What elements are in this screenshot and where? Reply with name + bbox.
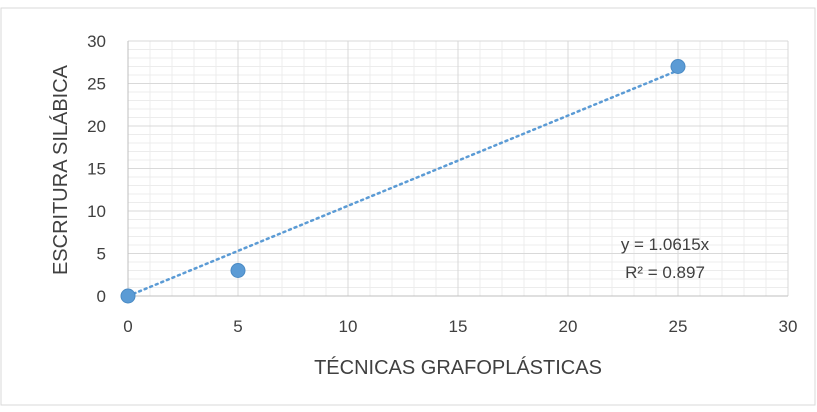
y-tick-label: 30 — [87, 32, 106, 51]
chart-frame — [0, 7, 816, 406]
x-tick-label: 15 — [449, 317, 468, 336]
y-tick-label: 20 — [87, 117, 106, 136]
y-tick-label: 0 — [97, 287, 106, 306]
y-axis-title: ESCRITURA SILÁBICA — [49, 64, 72, 275]
x-axis-title: TÉCNICAS GRAFOPLÁSTICAS — [314, 356, 602, 379]
data-point — [120, 288, 136, 304]
trendline-r-squared: R² = 0.897 — [625, 263, 705, 282]
y-tick-label: 15 — [87, 160, 106, 179]
x-tick-label: 30 — [779, 317, 798, 336]
trendline-layer — [126, 69, 680, 298]
grid-lines — [127, 40, 789, 297]
data-points — [120, 59, 686, 304]
tick-labels: 0 5 10 15 20 25 30 0 5 10 15 20 25 30 — [87, 32, 797, 336]
y-tick-label: 25 — [87, 75, 106, 94]
x-tick-label: 10 — [339, 317, 358, 336]
x-tick-label: 5 — [233, 317, 242, 336]
y-tick-label: 5 — [97, 245, 106, 264]
x-tick-label: 25 — [669, 317, 688, 336]
y-tick-label: 10 — [87, 202, 106, 221]
trendline — [126, 69, 680, 298]
data-point — [670, 59, 686, 74]
data-point — [230, 263, 246, 278]
x-tick-label: 0 — [123, 317, 132, 336]
x-tick-label: 20 — [559, 317, 578, 336]
trendline-equation: y = 1.0615x — [621, 235, 710, 254]
